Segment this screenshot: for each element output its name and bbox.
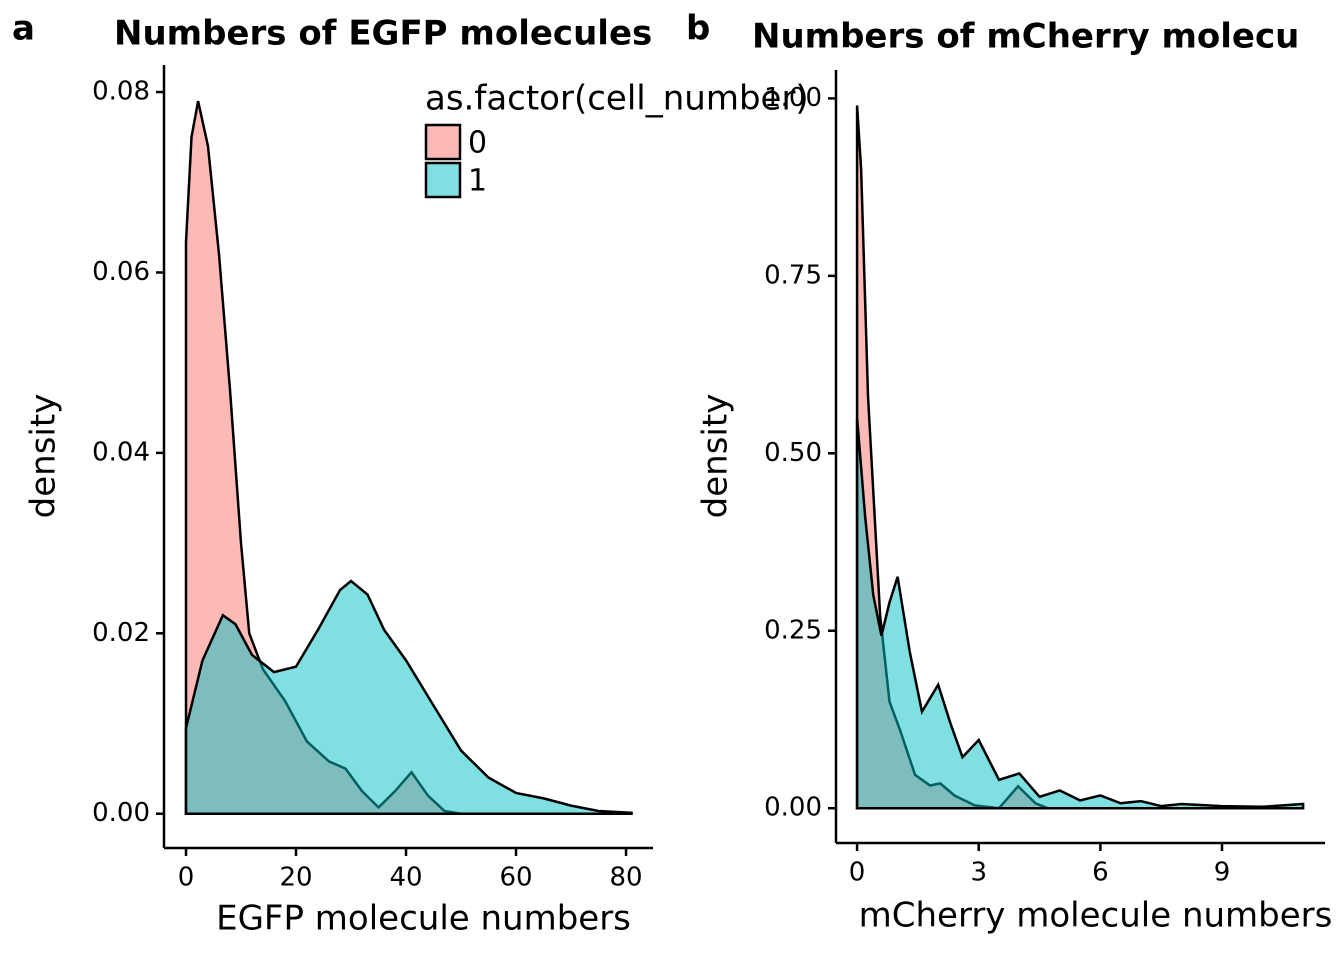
- y-tick-label: 0.02: [92, 618, 150, 648]
- x-tick-label: 0: [849, 858, 866, 888]
- legend-title: as.factor(cell_number): [425, 79, 809, 119]
- y-tick-label: 0.50: [764, 438, 822, 468]
- x-tick-label: 3: [970, 858, 987, 888]
- x-tick-label: 60: [499, 863, 532, 893]
- legend-label: 0: [468, 126, 487, 161]
- x-tick-label: 0: [178, 863, 195, 893]
- y-tick-label: 0.00: [92, 798, 150, 828]
- legend-key: [424, 161, 462, 199]
- legend-key: [424, 123, 462, 161]
- panel-tag: b: [686, 9, 710, 49]
- y-tick-label: 0.04: [92, 437, 150, 467]
- y-tick-label: 0.06: [92, 257, 150, 287]
- panel-tag: a: [12, 9, 35, 49]
- y-axis-title: density: [24, 394, 64, 519]
- y-axis-title: density: [696, 394, 736, 519]
- legend-label: 1: [468, 164, 487, 199]
- x-tick-label: 9: [1214, 858, 1231, 888]
- x-tick-label: 40: [389, 863, 422, 893]
- x-axis-title: EGFP molecule numbers: [216, 899, 631, 939]
- y-tick-label: 0.75: [764, 260, 822, 290]
- x-tick-label: 20: [279, 863, 312, 893]
- chart-title: Numbers of mCherry molecu: [752, 17, 1299, 57]
- density-area: [184, 579, 633, 815]
- density-area: [855, 417, 1305, 810]
- x-tick-label: 80: [610, 863, 643, 893]
- y-tick-label: 0.08: [92, 77, 150, 107]
- x-tick-label: 6: [1092, 858, 1109, 888]
- y-tick-label: 1.00: [764, 83, 822, 113]
- y-tick-label: 0.00: [764, 793, 822, 823]
- x-axis-title: mCherry molecule numbers: [859, 896, 1333, 936]
- chart-title: Numbers of EGFP molecules: [114, 14, 652, 54]
- y-tick-label: 0.25: [764, 615, 822, 645]
